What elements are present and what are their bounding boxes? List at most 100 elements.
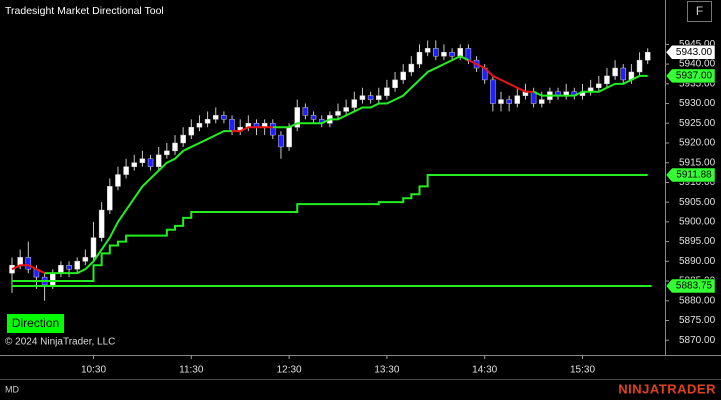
candle-body <box>180 134 186 144</box>
plot-area <box>9 40 652 301</box>
y-tick-label: 5890.00 <box>679 256 716 267</box>
candle-body <box>416 52 423 65</box>
window-button[interactable] <box>687 1 712 22</box>
price-marker-label: 5883.75 <box>676 281 713 292</box>
candle-body <box>270 123 276 136</box>
candle-body <box>351 99 358 108</box>
price-marker-label: 5943.00 <box>676 47 713 58</box>
indicator-title: Tradesight Market Directional Tool <box>5 5 164 17</box>
y-tick-label: 5870.00 <box>679 335 716 346</box>
x-tick-label: 10:30 <box>81 365 106 376</box>
candle-body <box>74 261 80 270</box>
candle-body <box>196 123 203 128</box>
candle-body <box>644 52 651 61</box>
price-marker <box>665 278 716 294</box>
candle-body <box>596 83 602 89</box>
candle-body <box>343 107 349 112</box>
candle-body <box>213 115 219 120</box>
candle-body <box>294 107 300 128</box>
candle-body <box>17 257 23 266</box>
x-tick-label: 15:30 <box>570 365 595 376</box>
candle-body <box>367 95 374 100</box>
candle-body <box>457 48 463 57</box>
y-tick-label: 5935.00 <box>679 78 716 89</box>
candle-body <box>188 126 195 136</box>
candle-body <box>359 95 366 100</box>
price-marker <box>665 45 716 60</box>
candle-body <box>392 79 398 89</box>
candle-body <box>636 59 643 73</box>
y-tick-label: 5945.00 <box>679 39 716 50</box>
candle-body <box>612 67 618 77</box>
y-tick-label: 5910.00 <box>679 177 716 188</box>
candle-body <box>441 52 447 57</box>
candle-body <box>604 75 610 85</box>
candle-body <box>66 265 72 270</box>
y-tick-label: 5900.00 <box>679 217 716 228</box>
indicator-line <box>12 174 648 283</box>
indicator-line <box>44 130 233 275</box>
indicator-line <box>232 126 273 133</box>
candle-body <box>139 158 146 163</box>
x-tick-label: 14:30 <box>472 365 497 376</box>
candle-body <box>229 119 235 132</box>
instrument: MD <box>5 384 19 394</box>
candle-body <box>506 99 512 104</box>
indicator-line <box>533 74 648 97</box>
candle-body <box>278 134 284 148</box>
y-tick-label: 5925.00 <box>679 118 716 129</box>
candle-body <box>131 162 137 167</box>
candle-body <box>376 95 382 100</box>
candle-body <box>221 115 227 120</box>
y-tick-label: 5915.00 <box>679 157 716 168</box>
indicator-line <box>11 264 46 275</box>
logo: NINJATRADER <box>618 381 716 396</box>
x-tick-label: 11:30 <box>179 365 204 376</box>
candle-body <box>82 257 89 262</box>
candle-body <box>90 237 97 258</box>
indicator-line <box>467 59 534 93</box>
candle-body <box>107 186 113 211</box>
price-marker-label: 5911.88 <box>676 170 712 181</box>
candle-body <box>164 150 170 156</box>
direction-button-label[interactable]: Direction <box>12 316 59 330</box>
candle-body <box>400 71 406 81</box>
candle-body <box>408 63 415 73</box>
y-tick-label: 5920.00 <box>679 138 716 149</box>
window-button-label[interactable]: F <box>696 4 703 18</box>
y-tick-label: 5940.00 <box>679 59 716 70</box>
candle-body <box>147 158 154 167</box>
candle-body <box>424 48 431 53</box>
candle-body <box>302 107 309 116</box>
candle-body <box>310 115 317 120</box>
x-tick-label: 12:30 <box>277 365 302 376</box>
y-tick-label: 5930.00 <box>679 98 716 109</box>
candle-body <box>335 111 341 116</box>
x-tick-label: 13:30 <box>374 365 399 376</box>
candle-body <box>25 257 32 270</box>
candle-body <box>514 95 521 104</box>
candle-body <box>172 142 178 152</box>
candle-body <box>620 67 626 81</box>
candle-body <box>490 79 496 104</box>
candle-body <box>155 154 162 167</box>
candle-body <box>98 209 105 238</box>
candle-body <box>286 126 292 148</box>
candle-body <box>384 87 390 96</box>
indicator-line <box>272 55 469 129</box>
candle-body <box>58 265 64 274</box>
candle-body <box>433 48 439 57</box>
candle-body <box>449 52 455 57</box>
candle-body <box>50 272 56 286</box>
y-tick-label: 5875.00 <box>679 315 716 326</box>
y-tick-label: 5895.00 <box>679 236 716 247</box>
direction-button[interactable] <box>7 314 64 333</box>
candle-body <box>498 99 504 104</box>
candle-body <box>539 99 545 104</box>
price-marker <box>665 167 716 183</box>
candle-body <box>123 166 129 175</box>
copyright: © 2024 NinjaTrader, LLC <box>5 337 115 348</box>
